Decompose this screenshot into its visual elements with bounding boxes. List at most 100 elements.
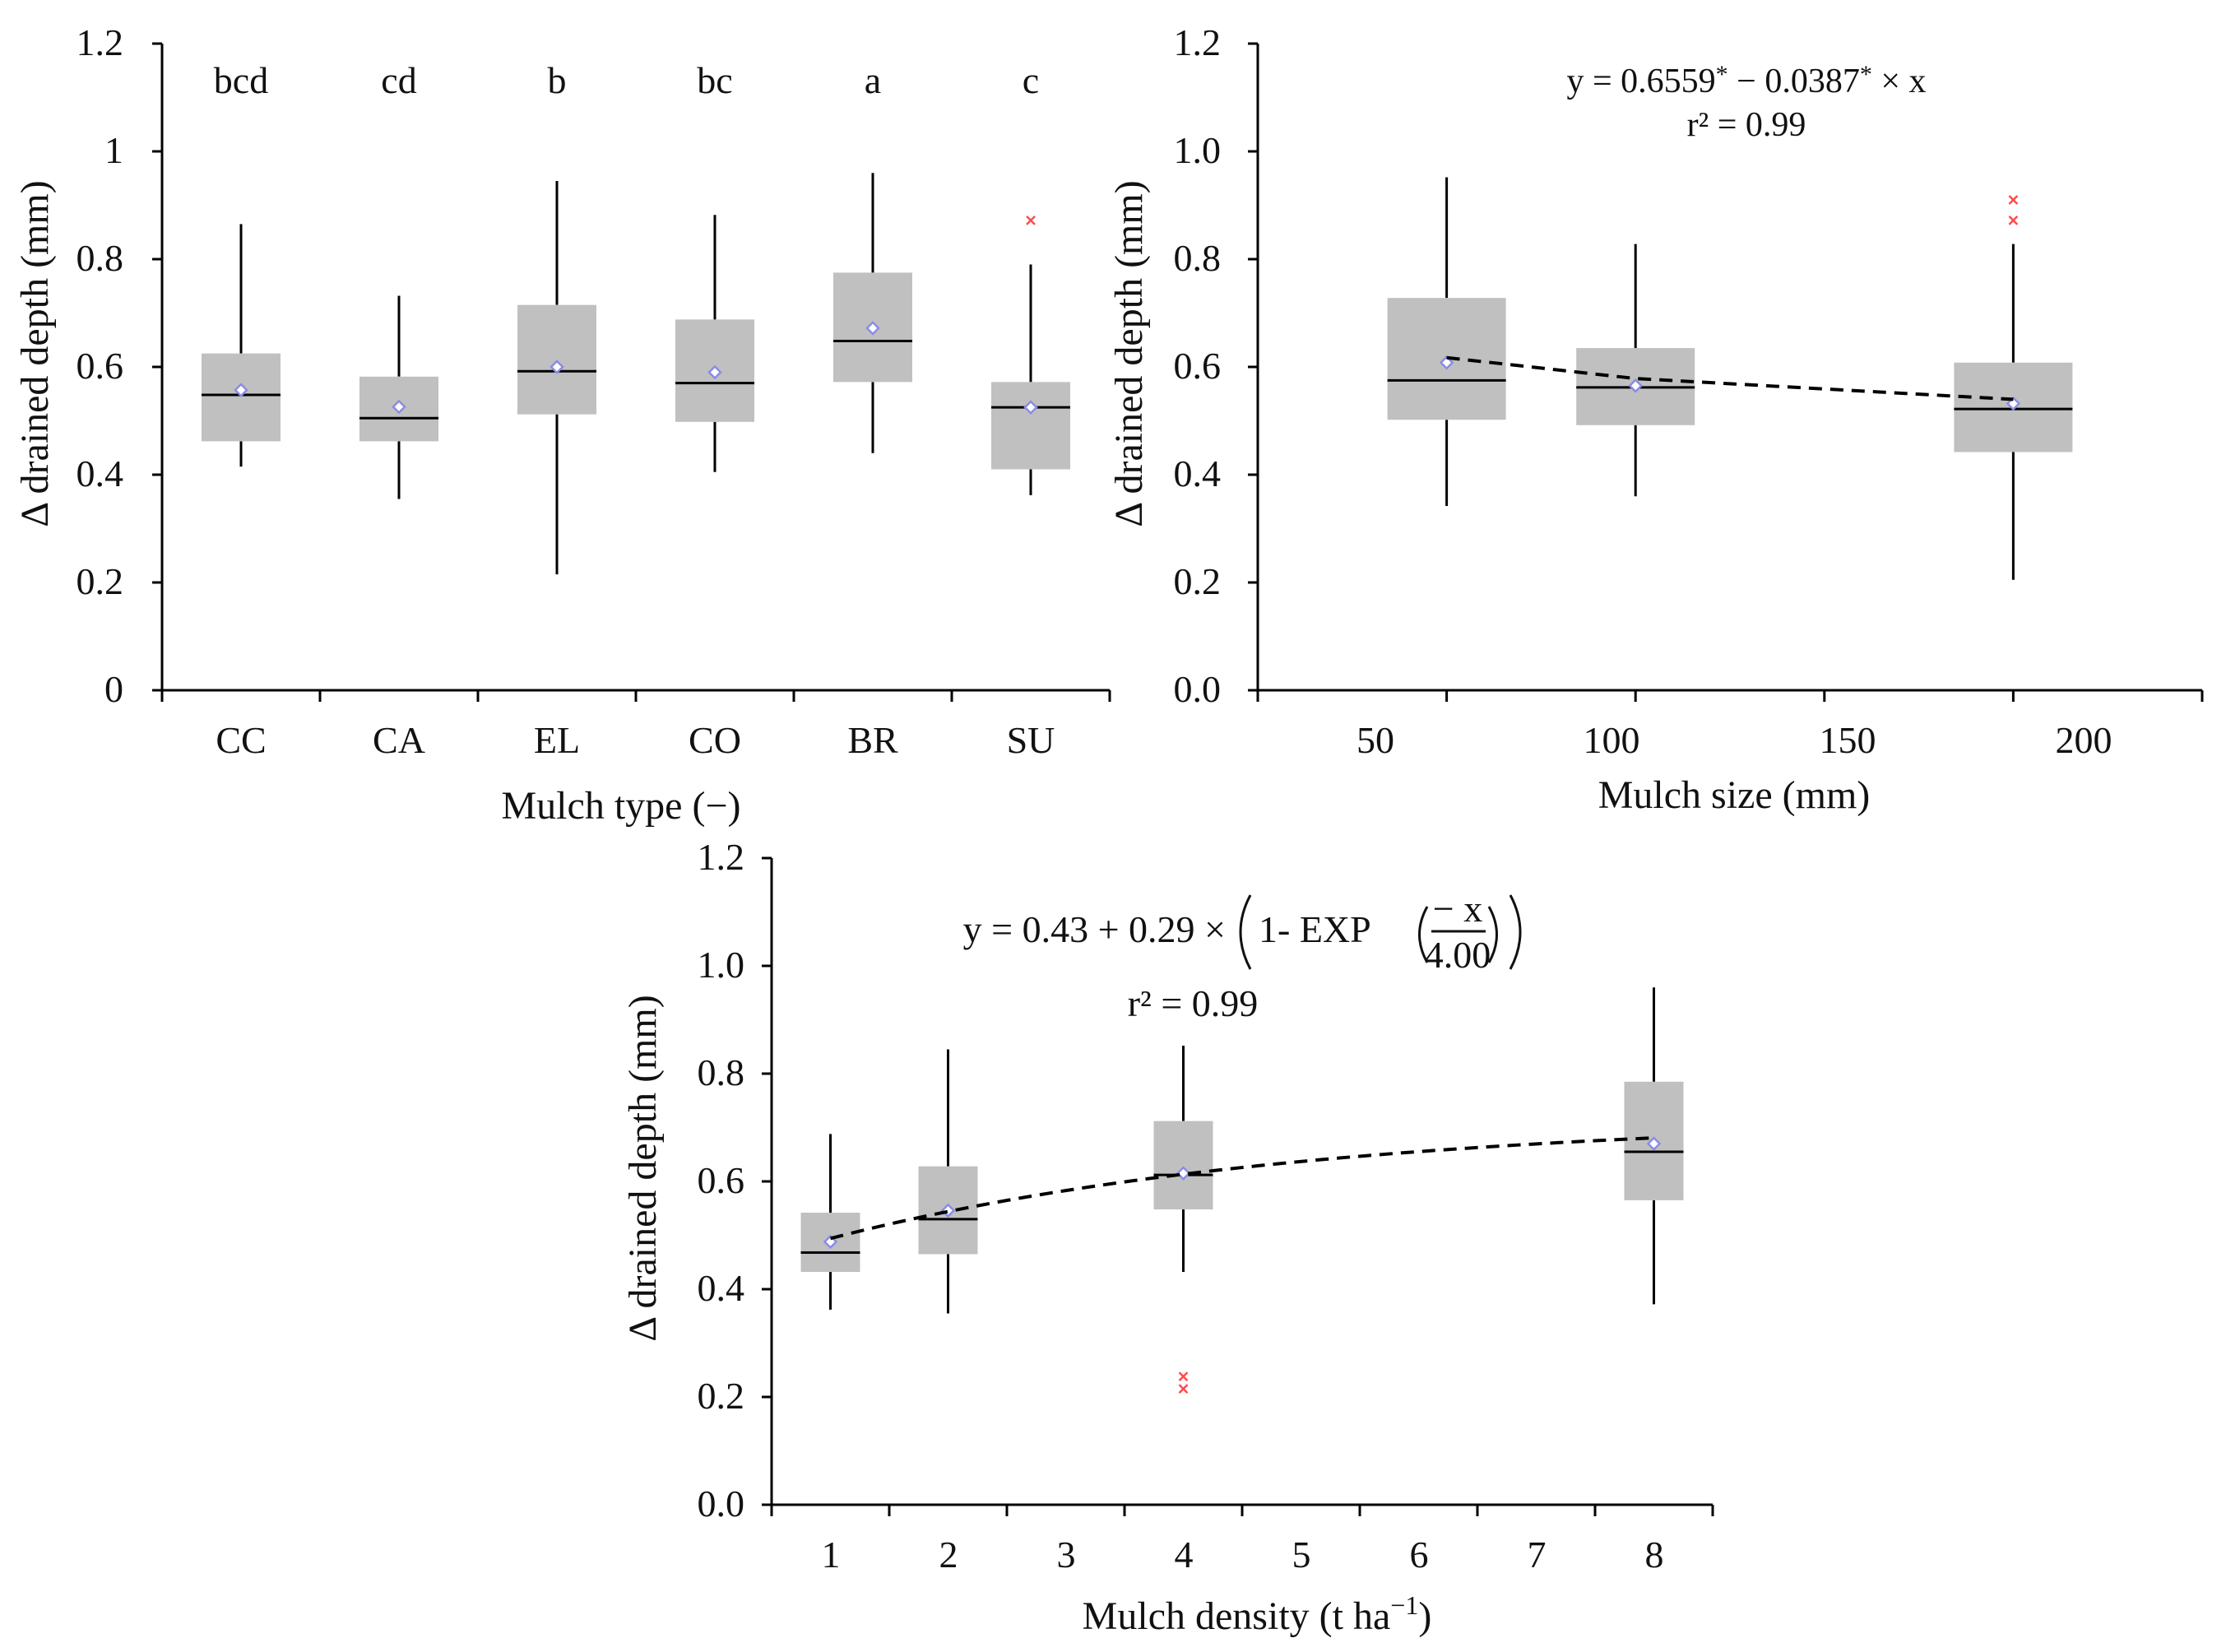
y-tick-label: 0.4: [698, 1267, 745, 1309]
outer-paren-right: [1509, 894, 1522, 970]
outlier-stroke: [1026, 215, 1036, 225]
outlier-stroke: [2008, 195, 2019, 205]
x-tick-label: CO: [689, 719, 741, 761]
fit-line: [1446, 355, 2014, 401]
x-tick-label: BR: [847, 719, 898, 761]
y-tick-label: 0.6: [77, 345, 124, 387]
mean-marker: [234, 383, 248, 397]
mulch-type-chart: Δ drained depth (mm) 0 0.2 0.4 0.6 0.8 1…: [13, 21, 1111, 828]
mean-marker: [1176, 1166, 1191, 1181]
y-tick-label: 1: [104, 129, 123, 171]
iqr-box: [991, 382, 1070, 470]
significance-letters: bcd cd b bc a c: [214, 59, 1039, 101]
x-tick-label: 100: [1584, 719, 1640, 761]
mulch-density-chart: Δ drained depth (mm) 0.0 0.2 0.4 0.6 0.8…: [621, 836, 1714, 1638]
x-tick-label: 7: [1528, 1534, 1547, 1575]
y-tick-label: 1.2: [698, 836, 745, 878]
r-squared: r² = 0.99: [1687, 106, 1806, 144]
significance-letter: b: [548, 59, 567, 101]
equation-one-minus-exp: 1- EXP: [1259, 908, 1371, 950]
y-axis-title: Δ drained depth (mm): [13, 180, 57, 527]
y-tick-label: 0.6: [1174, 345, 1222, 387]
mean-marker: [865, 321, 880, 336]
y-tick-label: 1.0: [1174, 129, 1222, 171]
outlier-stroke: [2008, 215, 2019, 225]
mean-marker: [1628, 378, 1643, 393]
x-tick-label: 50: [1356, 719, 1394, 761]
regression-equation: y = 0.6559* − 0.0387* × x: [1566, 61, 1926, 100]
y-tick-labels: 0.0 0.2 0.4 0.6 0.8 1.0 1.2: [1174, 21, 1222, 710]
y-tick-label: 1.2: [1174, 21, 1222, 63]
box-marks: [152, 42, 1111, 702]
x-tick-label: 1: [822, 1534, 841, 1575]
inner-paren-right: [1487, 906, 1498, 963]
x-tick-label: CA: [373, 719, 425, 761]
r-squared: r² = 0.99: [1128, 982, 1259, 1024]
outlier-stroke: [1178, 1371, 1189, 1381]
x-tick-labels: 50 100 150 200: [1356, 719, 2112, 761]
mean-marker: [1439, 355, 1454, 370]
outlier-marker: [1178, 1371, 1189, 1381]
outer-paren-left: [1239, 894, 1252, 970]
x-axis-title: Mulch type (−): [502, 784, 741, 828]
y-tick-labels: 0.0 0.2 0.4 0.6 0.8 1.0 1.2: [698, 836, 745, 1524]
x-tick-label: 200: [2056, 719, 2112, 761]
mean-marker: [1023, 400, 1038, 415]
regression-equation: y = 0.43 + 0.29 × 1- EXP − x 4.00: [963, 888, 1522, 976]
y-tick-label: 0: [104, 668, 123, 710]
equation-denominator: 4.00: [1425, 934, 1491, 976]
outlier-marker: [1178, 1384, 1189, 1394]
y-tick-label: 0.2: [77, 560, 124, 602]
y-tick-label: 0.6: [698, 1159, 745, 1201]
x-tick-label: 4: [1175, 1534, 1194, 1575]
fit-curve: [830, 1136, 1654, 1241]
mean-marker: [550, 360, 564, 374]
x-tick-label: 3: [1057, 1534, 1076, 1575]
outlier-marker: [2008, 195, 2019, 205]
y-tick-label: 0.4: [77, 452, 124, 494]
mean-marker: [1646, 1136, 1662, 1151]
outlier-marker: [2008, 215, 2019, 225]
y-axis-title: Δ drained depth (mm): [621, 995, 665, 1341]
x-tick-labels: CC CA EL CO BR SU: [216, 719, 1055, 761]
x-axis-title: Mulch density (t ha−1): [1083, 1590, 1432, 1638]
x-tick-label: CC: [216, 719, 266, 761]
x-tick-label: 6: [1410, 1534, 1429, 1575]
x-tick-label: 150: [1820, 719, 1876, 761]
y-tick-label: 0.0: [1174, 668, 1222, 710]
outlier-marker: [1026, 215, 1036, 225]
mulch-size-chart: Δ drained depth (mm) 0.0 0.2 0.4 0.6 0.8…: [1107, 21, 2204, 817]
x-tick-label: SU: [1007, 719, 1055, 761]
x-tick-label: 2: [939, 1534, 958, 1575]
x-axis-title: Mulch size (mm): [1598, 773, 1871, 817]
y-tick-label: 1.0: [698, 944, 745, 986]
y-axis-title: Δ drained depth (mm): [1107, 180, 1151, 527]
y-tick-label: 0.2: [698, 1375, 745, 1417]
iqr-box: [1153, 1121, 1213, 1210]
x-tick-label: 8: [1645, 1534, 1664, 1575]
x-tick-labels: 1 2 3 4 5 6 7 8: [822, 1534, 1664, 1575]
equation-lhs: y = 0.43 + 0.29 ×: [963, 908, 1226, 950]
significance-letter: cd: [381, 59, 416, 101]
iqr-box: [517, 304, 596, 415]
iqr-box: [202, 353, 281, 442]
x-tick-label: EL: [534, 719, 580, 761]
y-tick-label: 0.2: [1174, 560, 1222, 602]
significance-letter: c: [1023, 59, 1039, 101]
outlier-stroke: [1178, 1384, 1189, 1394]
mean-marker: [392, 399, 406, 415]
box-marks: [762, 856, 1714, 1516]
significance-letter: a: [865, 59, 881, 101]
inner-paren-left: [1418, 906, 1429, 963]
y-tick-label: 0.8: [1174, 237, 1222, 279]
y-tick-label: 0.0: [698, 1483, 745, 1524]
box-marks: [1248, 42, 2204, 702]
significance-letter: bc: [697, 59, 732, 101]
y-tick-label: 1.2: [77, 21, 124, 63]
equation-numerator: − x: [1433, 888, 1482, 930]
y-tick-labels: 0 0.2 0.4 0.6 0.8 1 1.2: [77, 21, 124, 710]
y-tick-label: 0.4: [1174, 452, 1222, 494]
mean-marker: [707, 364, 722, 380]
x-tick-label: 5: [1292, 1534, 1311, 1575]
